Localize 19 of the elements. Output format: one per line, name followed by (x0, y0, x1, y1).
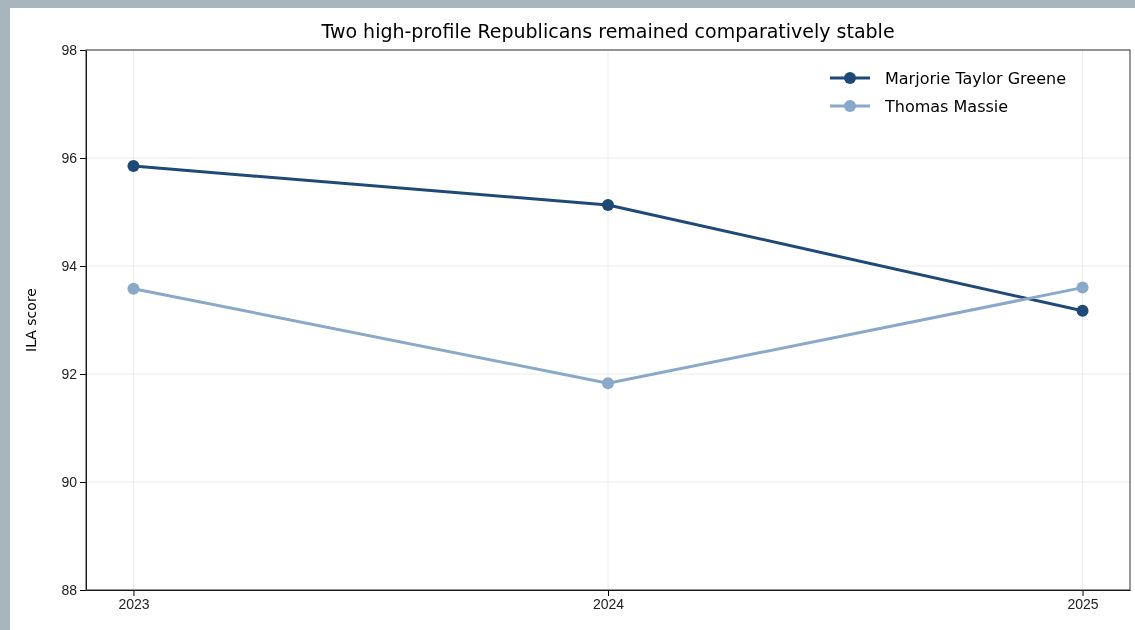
y-tick-label: 92 (61, 365, 78, 382)
y-axis-title: ILA score (23, 288, 39, 352)
point (1076, 304, 1089, 317)
legend-label: Marjorie Taylor Greene (885, 68, 1066, 88)
x-tick-label: 2025 (1067, 595, 1099, 612)
legend-label: Thomas Massie (884, 96, 1009, 116)
point (127, 160, 140, 173)
point (1076, 281, 1089, 294)
y-tick-label: 94 (61, 257, 78, 274)
x-tick-label: 2023 (118, 595, 150, 612)
x-tick-label: 2024 (592, 595, 625, 612)
y-tick-label: 88 (61, 581, 78, 598)
point (127, 282, 140, 295)
y-tick-label: 96 (61, 149, 78, 166)
point (602, 377, 614, 390)
chart-title: Two high-profile Republicans remained comparatively stable (320, 20, 895, 42)
point (602, 198, 614, 211)
y-tick-label: 98 (61, 41, 78, 58)
y-tick-label: 90 (61, 473, 78, 490)
